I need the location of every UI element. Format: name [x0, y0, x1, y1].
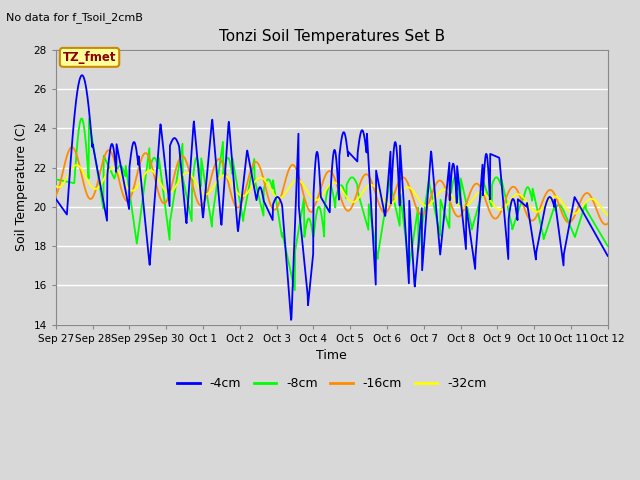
- Text: TZ_fmet: TZ_fmet: [63, 51, 116, 64]
- Legend: -4cm, -8cm, -16cm, -32cm: -4cm, -8cm, -16cm, -32cm: [172, 372, 492, 395]
- Text: No data for f_Tsoil_2cmB: No data for f_Tsoil_2cmB: [6, 12, 143, 23]
- Y-axis label: Soil Temperature (C): Soil Temperature (C): [15, 123, 28, 252]
- X-axis label: Time: Time: [316, 349, 347, 362]
- Title: Tonzi Soil Temperatures Set B: Tonzi Soil Temperatures Set B: [219, 29, 445, 44]
